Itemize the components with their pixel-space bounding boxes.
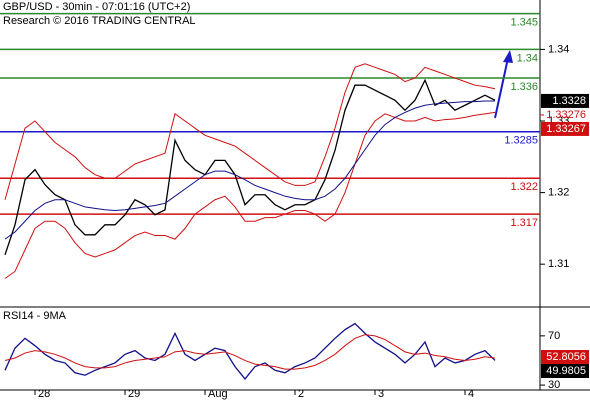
y-tick-label: 30 (548, 379, 560, 391)
y-tick-label: 1.32 (548, 187, 569, 199)
y-tick-label: 1.34 (548, 43, 569, 55)
panel-title: RSI14 - 9MA (3, 310, 67, 322)
level-label: 1.317 (510, 217, 538, 229)
chart-subtitle: Research © 2016 TRADING CENTRAL (3, 15, 196, 27)
price-marker-label: 1.33276 (546, 109, 586, 121)
series-line (4, 63, 496, 200)
x-tick-label: 2 (298, 388, 304, 400)
projection-arrow (494, 57, 509, 119)
price-marker-label: 49.9805 (546, 365, 586, 377)
level-label: 1.345 (510, 17, 538, 29)
level-label: 1.336 (510, 81, 538, 93)
price-marker-box (541, 93, 589, 108)
x-tick-label: 28 (38, 388, 50, 400)
x-tick-label: 3 (378, 388, 384, 400)
level-label: 1.34 (517, 52, 538, 64)
price-marker-label: 1.33267 (546, 123, 586, 135)
y-tick-label: 1.31 (548, 258, 569, 270)
chart-title: GBP/USD - 30min - 07:01:16 (UTC+2) (3, 1, 190, 13)
price-marker-box (541, 350, 589, 365)
series-line (4, 322, 496, 380)
series-line (4, 78, 496, 256)
x-tick-label: Aug (208, 388, 228, 400)
level-label: 1.322 (510, 181, 538, 193)
x-tick-label: 4 (468, 388, 474, 400)
price-marker-label: 1.3328 (552, 95, 586, 107)
price-marker-label: 52.8056 (546, 351, 586, 363)
series-line (4, 100, 495, 240)
price-marker-box (541, 121, 589, 136)
series-line (4, 334, 496, 370)
level-label: 1.3285 (504, 135, 538, 147)
price-marker-box (541, 364, 589, 379)
x-tick-label: 29 (128, 388, 140, 400)
projection-arrowhead (503, 50, 513, 63)
y-tick-label: 70 (548, 330, 560, 342)
series-line (4, 111, 496, 279)
